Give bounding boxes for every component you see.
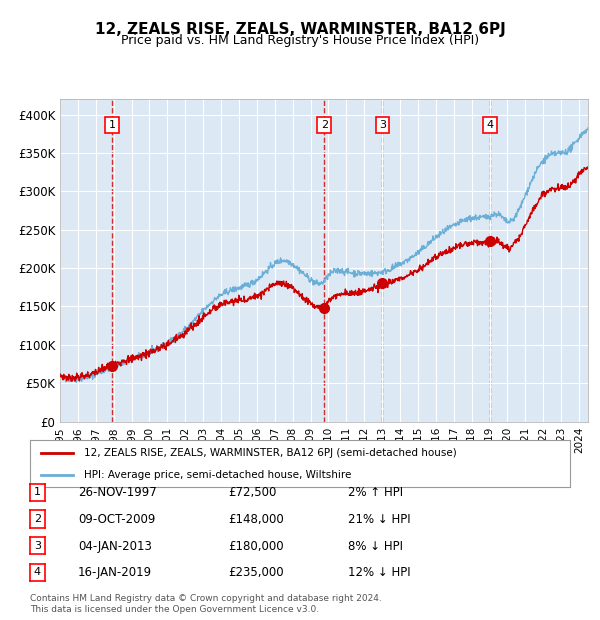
Text: 3: 3 — [34, 541, 41, 551]
Text: 8% ↓ HPI: 8% ↓ HPI — [348, 540, 403, 552]
Text: 09-OCT-2009: 09-OCT-2009 — [78, 513, 155, 526]
Text: £72,500: £72,500 — [228, 487, 277, 499]
Text: 4: 4 — [487, 120, 494, 130]
Text: 2% ↑ HPI: 2% ↑ HPI — [348, 487, 403, 499]
Text: 12% ↓ HPI: 12% ↓ HPI — [348, 567, 410, 579]
Text: £148,000: £148,000 — [228, 513, 284, 526]
Text: 12, ZEALS RISE, ZEALS, WARMINSTER, BA12 6PJ (semi-detached house): 12, ZEALS RISE, ZEALS, WARMINSTER, BA12 … — [84, 448, 457, 458]
Text: Contains HM Land Registry data © Crown copyright and database right 2024.
This d: Contains HM Land Registry data © Crown c… — [30, 595, 382, 614]
Text: 26-NOV-1997: 26-NOV-1997 — [78, 487, 157, 499]
Text: 21% ↓ HPI: 21% ↓ HPI — [348, 513, 410, 526]
Text: 1: 1 — [109, 120, 115, 130]
Text: 16-JAN-2019: 16-JAN-2019 — [78, 567, 152, 579]
Text: 1: 1 — [34, 487, 41, 497]
Text: 04-JAN-2013: 04-JAN-2013 — [78, 540, 152, 552]
Text: £235,000: £235,000 — [228, 567, 284, 579]
Text: £180,000: £180,000 — [228, 540, 284, 552]
Text: 2: 2 — [321, 120, 328, 130]
Text: HPI: Average price, semi-detached house, Wiltshire: HPI: Average price, semi-detached house,… — [84, 470, 352, 480]
Text: 2: 2 — [34, 514, 41, 524]
Text: 4: 4 — [34, 567, 41, 577]
Text: 12, ZEALS RISE, ZEALS, WARMINSTER, BA12 6PJ: 12, ZEALS RISE, ZEALS, WARMINSTER, BA12 … — [95, 22, 505, 37]
Text: Price paid vs. HM Land Registry's House Price Index (HPI): Price paid vs. HM Land Registry's House … — [121, 34, 479, 47]
Text: 3: 3 — [379, 120, 386, 130]
